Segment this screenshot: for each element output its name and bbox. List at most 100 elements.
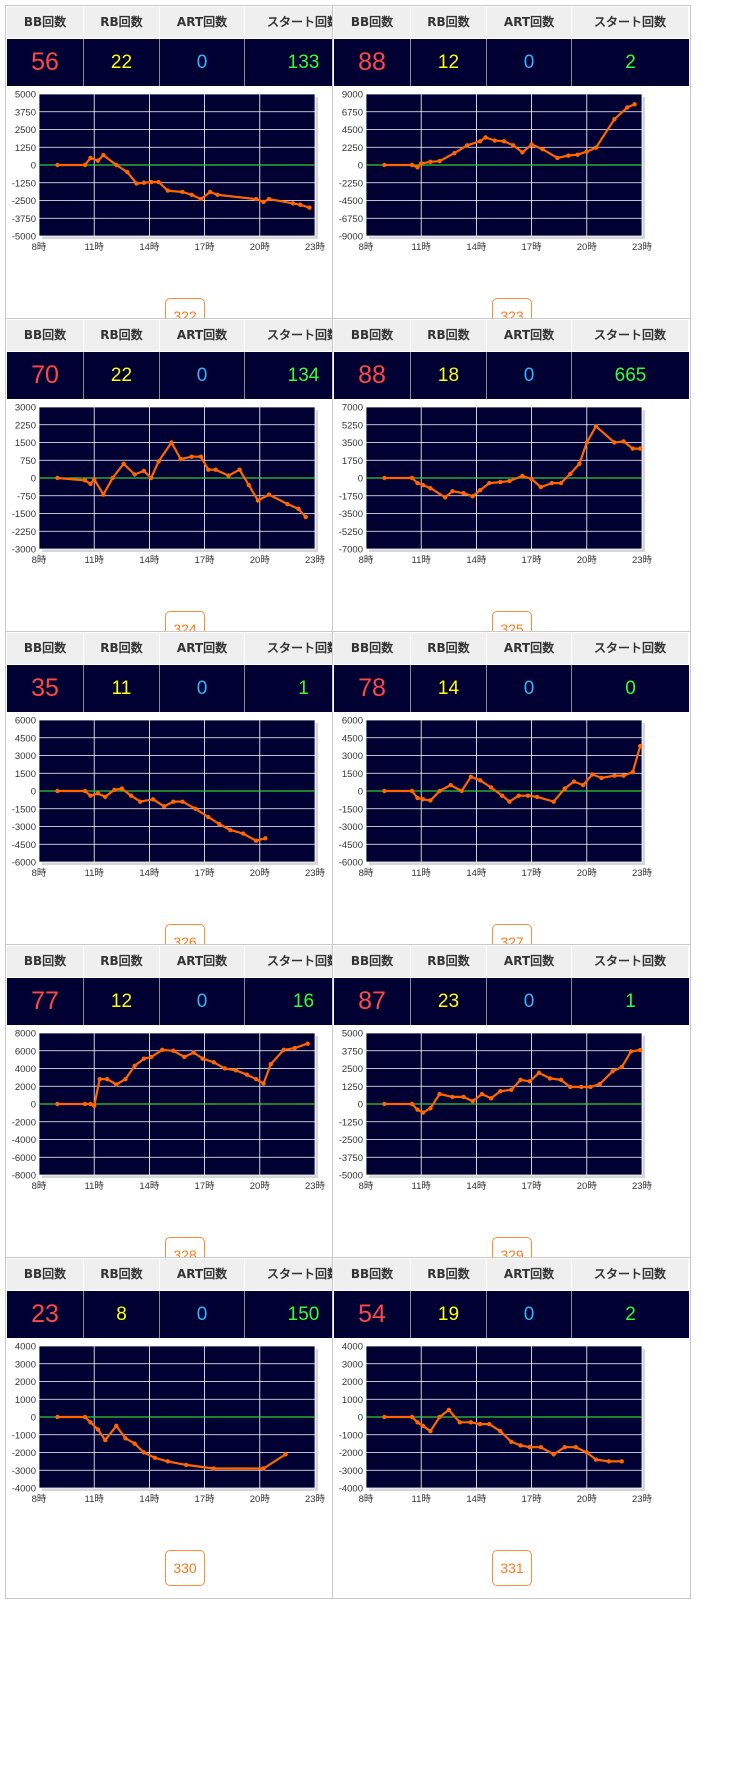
data-point: [612, 773, 617, 778]
data-point: [88, 793, 93, 798]
start-count: 16: [292, 991, 315, 1012]
data-point: [283, 1452, 288, 1457]
data-point: [141, 1450, 147, 1455]
art-count: 0: [487, 1291, 572, 1338]
rb-count: 19: [411, 1291, 487, 1338]
header-bb: BB回数: [334, 7, 411, 38]
header-rb: RB回数: [84, 1259, 160, 1290]
stats-header-row: BB回数 RB回数 ART回数 スタート回数: [334, 1259, 689, 1291]
y-tick-label: 3000: [342, 751, 363, 762]
data-point: [226, 473, 231, 478]
machine-number-button[interactable]: 330: [165, 1550, 205, 1586]
header-bb: BB回数: [334, 1259, 411, 1290]
header-bb: BB回数: [7, 946, 84, 977]
data-point: [207, 189, 213, 195]
y-tick-label: -2500: [339, 1135, 363, 1146]
y-tick-label: 0: [358, 1100, 363, 1111]
x-tick-label: 20時: [577, 868, 598, 879]
stats-header-row: BB回数 RB回数 ART回数 スタート回数: [7, 946, 362, 978]
header-art: ART回数: [160, 7, 245, 38]
data-point: [156, 459, 161, 464]
art-count: 0: [160, 1291, 245, 1338]
data-point: [261, 1466, 266, 1471]
y-tick-label: -3500: [339, 509, 363, 520]
y-tick-label: 3000: [15, 403, 36, 414]
header-art: ART回数: [160, 1259, 245, 1290]
x-tick-label: 8時: [32, 242, 47, 253]
data-point: [507, 478, 512, 484]
stats-header-row: BB回数 RB回数 ART回数 スタート回数: [7, 320, 362, 352]
rb-count: 14: [411, 665, 487, 712]
data-point: [483, 135, 488, 140]
plot-shadow: [42, 236, 318, 239]
data-point: [134, 181, 139, 186]
data-point: [536, 1070, 542, 1075]
y-tick-label: 4000: [15, 1064, 36, 1075]
bb-count: 77: [7, 978, 84, 1025]
data-point: [382, 162, 387, 168]
y-tick-label: 1500: [15, 769, 36, 780]
header-bb: BB回数: [7, 1259, 84, 1290]
data-point: [307, 205, 312, 210]
data-point: [253, 838, 259, 843]
data-point: [468, 774, 474, 779]
y-tick-label: -6000: [12, 858, 36, 869]
stats-header-row: BB回数 RB回数 ART回数 スタート回数: [7, 1259, 362, 1291]
data-point: [206, 467, 211, 472]
x-tick-label: 14時: [139, 242, 160, 253]
data-point: [610, 1069, 615, 1074]
data-point: [141, 1056, 147, 1061]
start-count: 134: [287, 365, 320, 386]
x-tick-label: 17時: [195, 1181, 216, 1192]
x-tick-label: 23時: [632, 555, 653, 566]
header-art: ART回数: [160, 946, 245, 977]
x-tick-label: 8時: [359, 1181, 374, 1192]
data-point: [470, 494, 475, 499]
data-point: [450, 1094, 455, 1100]
data-point: [261, 1081, 266, 1086]
header-rb: RB回数: [84, 7, 160, 38]
data-point: [409, 788, 415, 794]
machine-number-button[interactable]: 331: [492, 1550, 532, 1586]
start-count: 1: [625, 991, 636, 1012]
data-point: [527, 1444, 532, 1450]
bb-count: 88: [334, 352, 411, 399]
x-tick-label: 23時: [305, 555, 326, 566]
plot-shadow: [642, 723, 645, 865]
y-tick-label: 8000: [15, 1029, 36, 1040]
data-point: [55, 1101, 60, 1107]
data-point: [253, 196, 259, 202]
data-point: [488, 785, 494, 790]
stats-header-row: BB回数 RB回数 ART回数 スタート回数: [334, 633, 689, 665]
data-point: [538, 484, 543, 490]
x-tick-label: 17時: [522, 1181, 543, 1192]
y-tick-label: 2500: [15, 125, 36, 136]
data-point: [468, 1420, 474, 1425]
y-tick-label: 1500: [342, 769, 363, 780]
data-point: [125, 169, 130, 175]
data-point: [420, 482, 426, 488]
y-tick-label: 1750: [342, 456, 363, 467]
y-tick-label: 6000: [15, 1046, 36, 1057]
data-point: [529, 142, 534, 147]
data-point: [101, 492, 106, 497]
data-point: [487, 1421, 492, 1427]
data-point: [509, 1439, 514, 1445]
y-tick-label: 0: [31, 161, 36, 172]
stats-value-row: 88 12 0 2: [334, 39, 689, 86]
y-tick-label: 3750: [342, 1046, 363, 1057]
y-tick-label: 4500: [342, 125, 363, 136]
data-point: [200, 1056, 205, 1061]
data-point: [189, 454, 194, 459]
y-tick-label: 9000: [342, 90, 363, 101]
header-rb: RB回数: [411, 7, 487, 38]
header-start: スタート回数: [572, 7, 689, 38]
x-tick-label: 20時: [577, 242, 598, 253]
header-rb: RB回数: [84, 946, 160, 977]
data-point: [382, 788, 387, 794]
x-tick-label: 11時: [85, 1494, 105, 1505]
data-point: [132, 472, 137, 477]
stats-value-row: 78 14 0 0: [334, 665, 689, 712]
